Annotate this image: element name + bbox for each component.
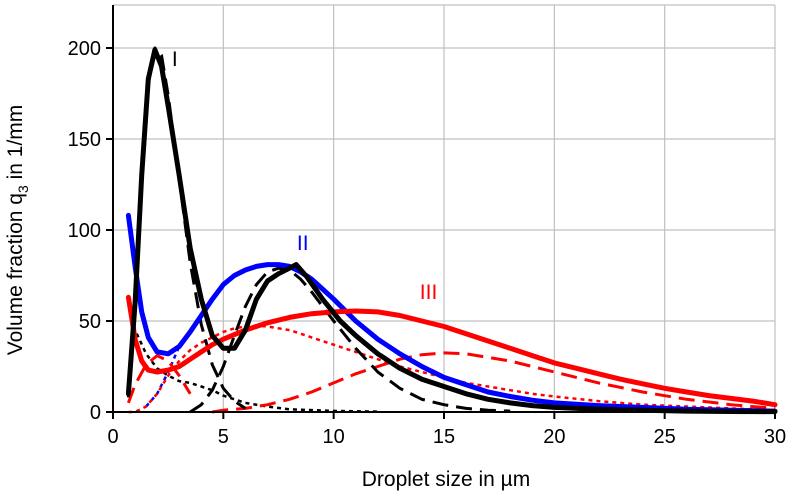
tick-labels: 0 5 10 15 20 25 30 0 50 100 150 200: [68, 38, 787, 448]
grid-lines: [113, 4, 776, 412]
series-line-000000-dashed: [189, 266, 511, 414]
x-tick-label: 5: [218, 426, 229, 448]
y-axis-title-main: Volume fraction q: [4, 193, 27, 355]
curve-label-III: III: [420, 281, 438, 304]
y-axis-title-subscript: 3: [15, 185, 31, 193]
x-tick-label: 30: [764, 426, 786, 448]
x-tick-label: 20: [543, 426, 565, 448]
y-axis-title: Volume fraction q3 in 1/mm: [4, 105, 31, 356]
series-line-ff0000-dotted: [128, 324, 776, 414]
x-tick-label: 10: [323, 426, 345, 448]
series-layer: [125, 46, 778, 415]
curve-label-I: I: [172, 48, 178, 71]
y-tick-label: 150: [68, 129, 101, 151]
x-tick-label: 25: [654, 426, 676, 448]
y-tick-label: 50: [79, 311, 101, 333]
y-tick-label: 100: [68, 220, 101, 242]
y-tick-label: 200: [68, 38, 101, 60]
y-tick-label: 0: [90, 402, 101, 424]
series-line-ff0000-dashed: [126, 354, 192, 404]
series-line-000000-solid: [125, 47, 778, 415]
x-tick-label: 15: [433, 426, 455, 448]
y-axis-title-unit: in 1/mm: [4, 105, 27, 186]
x-tick-label: 0: [107, 426, 118, 448]
series-line-ff0000-dashed: [212, 351, 776, 414]
curve-label-II: II: [297, 232, 309, 255]
axes: [106, 5, 776, 419]
series-line-0000ff-solid: [125, 212, 778, 414]
series-line-000000-dotted: [127, 302, 378, 413]
series-line-ff0000-solid: [125, 294, 778, 408]
series-line-0000ff-dotted: [145, 346, 181, 408]
x-axis-title: Droplet size in µm: [362, 468, 530, 491]
